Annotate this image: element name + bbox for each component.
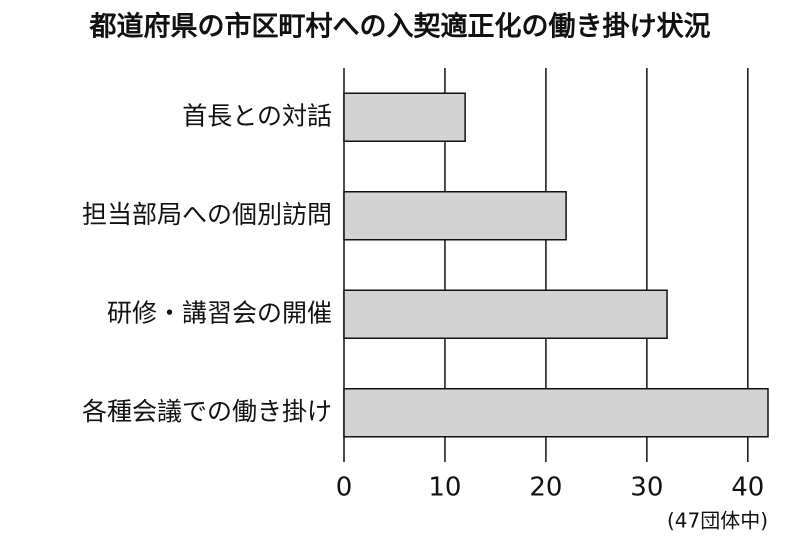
x-tick-label: 20 [529,473,562,503]
x-tick-label: 10 [428,473,461,503]
x-tick-label: 0 [336,473,353,503]
x-tick-label: 30 [630,473,663,503]
bar [343,191,567,241]
bar [343,388,769,438]
y-tick-label: 首長との対話 [182,101,332,130]
chart-title: 都道府県の市区町村への入契適正化の働き掛け状況 [89,11,711,43]
y-tick-label: 担当部局への個別訪問 [82,200,332,229]
x-tick-label: 40 [731,473,764,503]
bar [343,289,668,339]
y-tick-label: 各種会議での働き掛け [82,397,332,426]
y-tick-label: 研修・講習会の開催 [107,298,332,327]
bar [343,92,466,142]
note: (47団体中) [667,509,768,533]
